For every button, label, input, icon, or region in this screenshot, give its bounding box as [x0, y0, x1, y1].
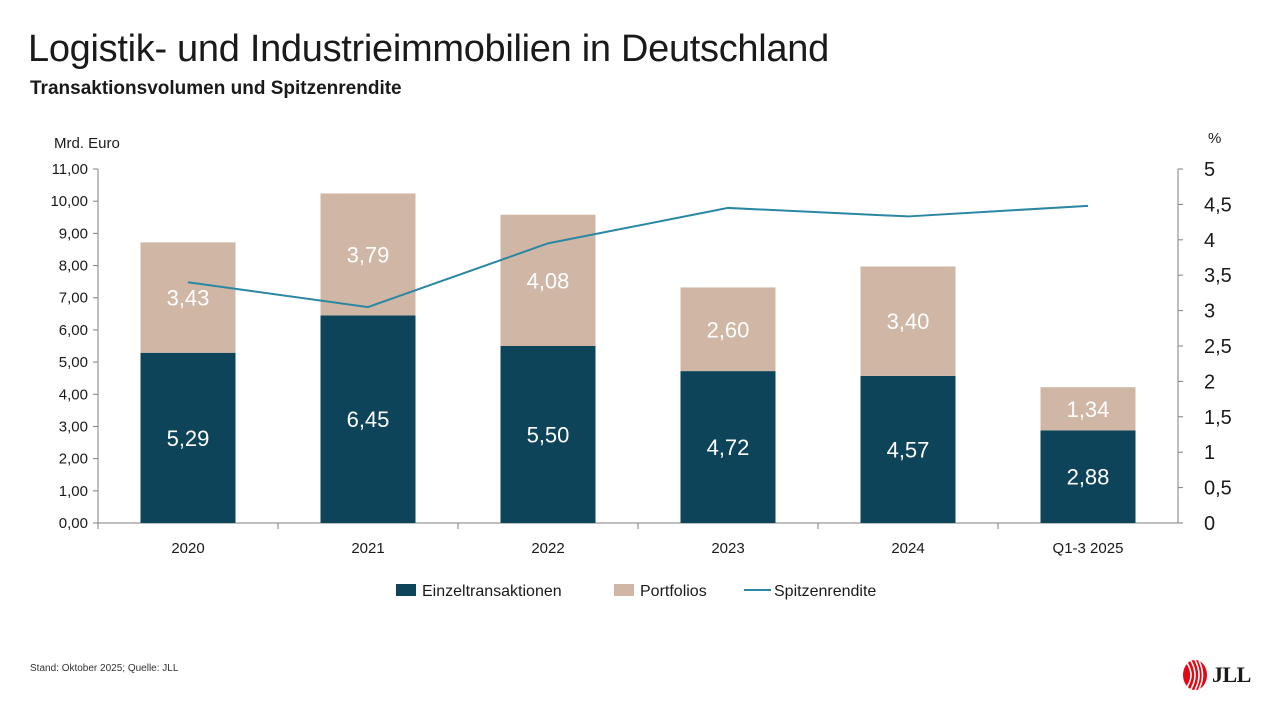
legend-einzeltransaktionen-swatch [396, 584, 416, 596]
bar-portfolios [140, 242, 236, 353]
y-tick-label-left: 0,00 [59, 515, 88, 532]
data-label-portfolios: 3,40 [887, 309, 930, 334]
x-tick-label: 2022 [531, 540, 564, 557]
y-tick-label-right: 4,5 [1204, 194, 1232, 216]
bar-einzeltransaktionen [860, 375, 956, 523]
y-tick-label-right: 0,5 [1204, 478, 1232, 500]
y-axis-right-label: % [1208, 130, 1222, 147]
data-label-einzeltransaktionen: 4,72 [707, 435, 750, 460]
x-tick-label: 2024 [891, 540, 924, 557]
bar-portfolios [1040, 387, 1136, 431]
y-tick-label-right: 3 [1204, 301, 1215, 323]
y-tick-label-left: 3,00 [59, 418, 88, 435]
y-tick-label-left: 1,00 [59, 483, 88, 500]
legend-portfolios-label: Portfolios [640, 583, 707, 600]
y-tick-label-right: 2 [1204, 371, 1215, 393]
data-label-portfolios: 3,43 [167, 286, 210, 311]
y-tick-label-left: 10,00 [50, 193, 88, 210]
data-label-einzeltransaktionen: 4,57 [887, 437, 930, 462]
data-label-einzeltransaktionen: 5,50 [527, 423, 570, 448]
bar-einzeltransaktionen [320, 315, 416, 523]
footnote: Stand: Oktober 2025; Quelle: JLL [30, 663, 179, 674]
legend-einzeltransaktionen-label: Einzeltransaktionen [422, 583, 562, 600]
y-tick-label-left: 9,00 [59, 225, 88, 242]
bar-portfolios [860, 266, 956, 376]
data-label-einzeltransaktionen: 2,88 [1067, 465, 1110, 490]
bar-einzeltransaktionen [680, 371, 776, 523]
y-tick-label-left: 5,00 [59, 354, 88, 371]
y-tick-label-right: 0 [1204, 513, 1215, 535]
y-tick-label-right: 3,5 [1204, 265, 1232, 287]
jll-logo-text: JLL [1212, 662, 1251, 687]
x-tick-label: 2020 [171, 540, 204, 557]
bar-einzeltransaktionen [140, 352, 236, 523]
y-tick-label-left: 6,00 [59, 322, 88, 339]
data-label-einzeltransaktionen: 5,29 [167, 426, 210, 451]
x-tick-label: 2023 [711, 540, 744, 557]
bar-portfolios [680, 287, 776, 372]
data-label-portfolios: 3,79 [347, 242, 390, 267]
chart-title: Logistik- und Industrieimmobilien in Deu… [28, 28, 829, 70]
jll-logo: JLL [1182, 658, 1254, 692]
y-tick-label-right: 1,5 [1204, 407, 1232, 429]
x-tick-label: Q1-3 2025 [1053, 540, 1124, 557]
legend-spitzenrendite-label: Spitzenrendite [774, 583, 876, 600]
y-tick-label-left: 2,00 [59, 451, 88, 468]
y-tick-label-right: 1 [1204, 442, 1215, 464]
legend-portfolios-swatch [614, 584, 634, 596]
x-tick-label: 2021 [351, 540, 384, 557]
y-axis-left-label: Mrd. Euro [54, 135, 120, 152]
y-tick-label-left: 7,00 [59, 290, 88, 307]
bar-einzeltransaktionen [1040, 430, 1136, 523]
y-tick-label-left: 4,00 [59, 386, 88, 403]
jll-logo-icon [1183, 659, 1207, 691]
y-tick-label-right: 2,5 [1204, 336, 1232, 358]
y-tick-label-right: 5 [1204, 159, 1215, 181]
data-label-portfolios: 4,08 [527, 268, 570, 293]
y-tick-label-right: 4 [1204, 230, 1215, 252]
bar-einzeltransaktionen [500, 346, 596, 523]
y-tick-label-left: 11,00 [52, 161, 88, 178]
data-label-einzeltransaktionen: 6,45 [347, 407, 390, 432]
y-tick-label-left: 8,00 [59, 258, 88, 275]
data-label-portfolios: 2,60 [707, 317, 750, 342]
line-spitzenrendite [187, 204, 1089, 309]
chart-subtitle: Transaktionsvolumen und Spitzenrendite [30, 78, 402, 99]
data-label-portfolios: 1,34 [1067, 397, 1110, 422]
